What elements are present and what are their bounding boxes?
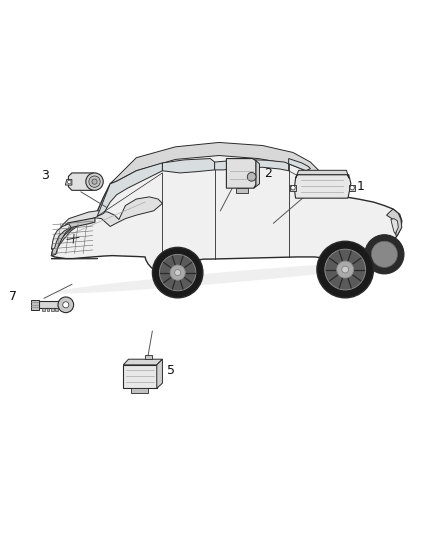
Polygon shape — [162, 158, 215, 173]
Circle shape — [58, 297, 74, 313]
Polygon shape — [51, 147, 402, 274]
Polygon shape — [145, 355, 152, 359]
Polygon shape — [294, 175, 351, 198]
Text: 3: 3 — [42, 168, 49, 182]
Polygon shape — [226, 158, 256, 188]
Polygon shape — [391, 219, 398, 234]
Polygon shape — [110, 142, 323, 184]
Polygon shape — [215, 159, 289, 171]
Circle shape — [63, 302, 69, 308]
Polygon shape — [290, 184, 296, 191]
Circle shape — [325, 249, 366, 290]
Text: 5: 5 — [167, 365, 175, 377]
Polygon shape — [31, 300, 39, 310]
Polygon shape — [131, 389, 148, 393]
Circle shape — [175, 270, 181, 276]
Circle shape — [89, 176, 100, 187]
Circle shape — [67, 180, 71, 184]
Circle shape — [152, 247, 203, 298]
Polygon shape — [68, 173, 97, 190]
Polygon shape — [42, 308, 45, 311]
Circle shape — [342, 266, 349, 273]
Circle shape — [86, 173, 103, 190]
Polygon shape — [55, 308, 58, 311]
Ellipse shape — [54, 261, 401, 294]
Polygon shape — [387, 209, 402, 235]
Circle shape — [92, 179, 97, 184]
Polygon shape — [296, 171, 349, 178]
Polygon shape — [97, 163, 162, 216]
Circle shape — [365, 235, 404, 274]
Polygon shape — [157, 359, 162, 389]
Polygon shape — [237, 188, 248, 192]
Circle shape — [159, 254, 196, 291]
Polygon shape — [51, 308, 53, 311]
Circle shape — [291, 185, 295, 190]
Polygon shape — [47, 308, 49, 311]
Polygon shape — [51, 218, 95, 256]
Circle shape — [337, 261, 354, 278]
Polygon shape — [254, 161, 259, 188]
Circle shape — [350, 185, 354, 190]
Polygon shape — [349, 184, 355, 191]
Polygon shape — [39, 301, 60, 308]
Text: 1: 1 — [357, 180, 364, 193]
Text: 7: 7 — [9, 289, 17, 303]
Polygon shape — [123, 359, 162, 365]
Polygon shape — [51, 224, 71, 249]
Circle shape — [170, 265, 185, 280]
Circle shape — [247, 173, 256, 181]
Polygon shape — [51, 197, 162, 249]
Circle shape — [371, 241, 397, 268]
Circle shape — [317, 241, 374, 298]
Polygon shape — [123, 365, 157, 389]
Polygon shape — [65, 180, 72, 185]
Polygon shape — [289, 158, 311, 171]
Text: 2: 2 — [264, 167, 272, 180]
